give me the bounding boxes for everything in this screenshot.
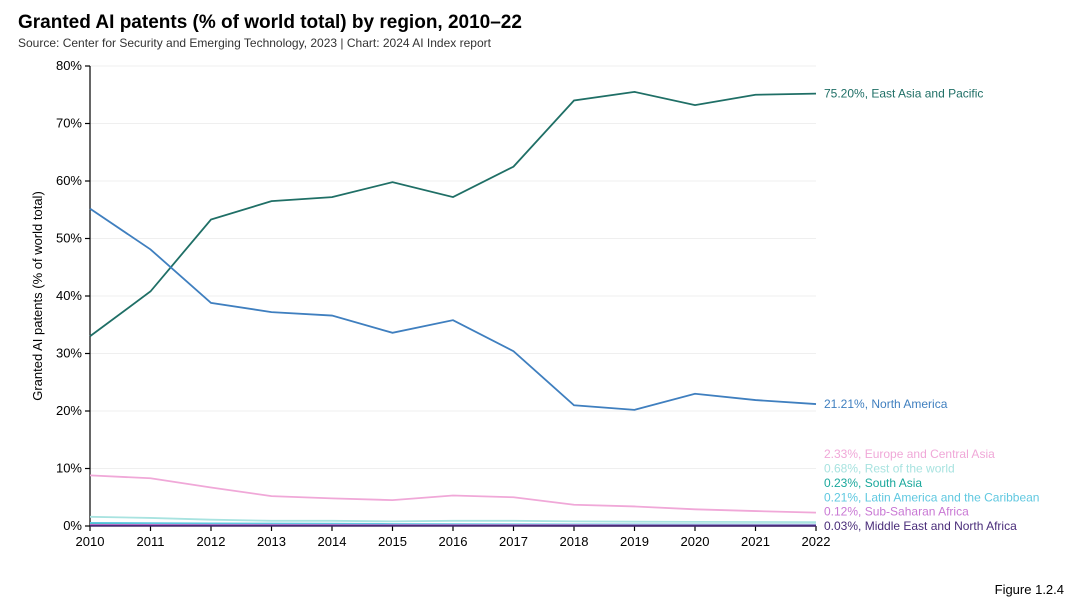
y-tick-label: 50% bbox=[56, 231, 82, 246]
series-end-label: 2.33%, Europe and Central Asia bbox=[824, 447, 995, 461]
series-end-label: 0.21%, Latin America and the Caribbean bbox=[824, 490, 1039, 504]
y-axis-title: Granted AI patents (% of world total) bbox=[30, 191, 45, 401]
y-tick-label: 80% bbox=[56, 58, 82, 73]
x-tick-label: 2016 bbox=[439, 534, 468, 549]
y-tick-label: 60% bbox=[56, 173, 82, 188]
x-tick-label: 2012 bbox=[197, 534, 226, 549]
y-tick-label: 40% bbox=[56, 288, 82, 303]
series-end-label: 0.68%, Rest of the world bbox=[824, 462, 955, 476]
series-line bbox=[90, 517, 816, 522]
figure-reference: Figure 1.2.4 bbox=[995, 582, 1064, 597]
series-line bbox=[90, 475, 816, 512]
y-tick-label: 0% bbox=[63, 518, 82, 533]
y-tick-label: 70% bbox=[56, 116, 82, 131]
x-tick-label: 2022 bbox=[802, 534, 831, 549]
series-end-label: 0.12%, Sub-Saharan Africa bbox=[824, 505, 969, 519]
series-end-label: 0.23%, South Asia bbox=[824, 476, 922, 490]
series-end-label: 0.03%, Middle East and North Africa bbox=[824, 519, 1017, 533]
x-tick-label: 2011 bbox=[137, 534, 165, 549]
y-tick-label: 10% bbox=[56, 461, 82, 476]
x-tick-label: 2019 bbox=[620, 534, 649, 549]
series-line bbox=[90, 92, 816, 336]
x-tick-label: 2014 bbox=[318, 534, 347, 549]
chart-area: 0% 10% 20% 30% 40% 50% 60% 70% 80% 2010 2011 2012 20… bbox=[18, 56, 1066, 566]
chart-svg: 0% 10% 20% 30% 40% 50% 60% 70% 80% 2010 2011 2012 20… bbox=[18, 56, 1066, 566]
y-tick-label: 20% bbox=[56, 403, 82, 418]
x-tick-label: 2013 bbox=[257, 534, 286, 549]
x-tick-label: 2010 bbox=[76, 534, 105, 549]
x-tick-label: 2015 bbox=[378, 534, 407, 549]
series-end-label: 75.20%, East Asia and Pacific bbox=[824, 87, 983, 101]
x-tick-label: 2017 bbox=[499, 534, 528, 549]
series-end-label: 21.21%, North America bbox=[824, 397, 948, 411]
chart-title: Granted AI patents (% of world total) by… bbox=[18, 12, 1066, 34]
x-tick-label: 2018 bbox=[560, 534, 589, 549]
x-tick-label: 2020 bbox=[681, 534, 710, 549]
x-tick-label: 2021 bbox=[741, 534, 770, 549]
y-tick-label: 30% bbox=[56, 346, 82, 361]
chart-subtitle: Source: Center for Security and Emerging… bbox=[18, 36, 1066, 50]
